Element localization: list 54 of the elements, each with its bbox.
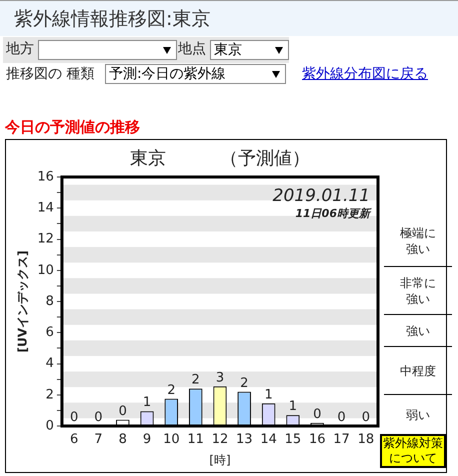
text: 紫外線対策について (380, 434, 446, 468)
data-label: 2 (167, 382, 176, 398)
text: 地点 (178, 40, 206, 58)
data-label: 3 (216, 370, 224, 386)
text: 東京 (210, 40, 289, 60)
data-label: 1 (288, 399, 298, 414)
data-label: 0 (337, 410, 346, 425)
text: 強い (405, 322, 431, 338)
x-tick-label: 10 (163, 432, 180, 448)
chart-title: 東京 （予測値） (130, 148, 310, 169)
y-tick-label: 10 (37, 262, 54, 278)
text: 弱い (405, 407, 431, 423)
data-label: 0 (118, 404, 127, 419)
data-label: 1 (264, 387, 273, 402)
x-tick-label: 18 (358, 432, 374, 448)
data-label: 2 (240, 376, 248, 391)
x-tick-label: 12 (212, 432, 228, 448)
x-tick-label: 8 (118, 432, 127, 448)
text: 極端に強い (399, 225, 437, 257)
data-label: 0 (94, 410, 103, 425)
x-tick-label: 11 (187, 432, 204, 448)
y-tick-label: 16 (37, 169, 54, 184)
text: 中程度 (399, 362, 437, 378)
text: 紫外線分布図に戻る (302, 65, 428, 83)
annotation: 2019.01.11 (272, 186, 370, 206)
data-label: 0 (70, 410, 78, 425)
data-label: 2 (192, 372, 200, 388)
annotation: 11日06時更新 (295, 207, 372, 220)
y-tick-label: 8 (46, 294, 54, 309)
x-tick-label: 14 (260, 432, 277, 448)
x-tick-label: 17 (333, 432, 350, 448)
x-axis-title: [時] (209, 452, 231, 467)
text: 地方 (6, 40, 34, 58)
x-tick-label: 6 (70, 432, 78, 448)
text: 今日の予測値の推移 (5, 118, 140, 137)
text: 予測:今日の紫外線 (105, 64, 286, 84)
x-tick-label: 16 (308, 432, 326, 448)
y-axis-title: [UVインデックス] (15, 250, 30, 352)
x-tick-label: 7 (94, 432, 103, 448)
data-label: 0 (313, 406, 322, 422)
x-tick-label: 13 (236, 432, 253, 448)
x-tick-label: 15 (284, 432, 302, 448)
data-label: 0 (362, 410, 370, 425)
y-tick-label: 14 (37, 200, 54, 216)
y-tick-label: 4 (46, 356, 54, 372)
data-label: 1 (142, 395, 152, 410)
y-tick-label: 0 (46, 418, 54, 434)
text: 推移図の 種類 (6, 65, 94, 83)
y-tick-label: 12 (37, 232, 54, 247)
text: 紫外線情報推移図:東京 (0, 0, 458, 36)
text: 非常に強い (399, 274, 437, 306)
y-tick-label: 2 (46, 387, 54, 402)
x-tick-label: 9 (142, 432, 152, 448)
y-tick-label: 6 (46, 325, 54, 340)
